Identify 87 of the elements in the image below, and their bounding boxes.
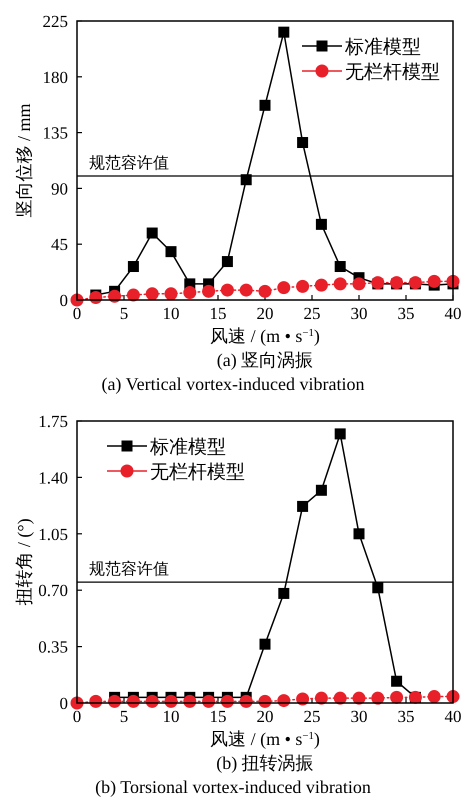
- point: [334, 428, 346, 440]
- x-tick-label: 25: [304, 304, 320, 323]
- legend-label: 标准模型: [149, 437, 226, 458]
- point: [297, 137, 308, 148]
- y-tick-label: 1.40: [38, 468, 68, 488]
- point: [428, 690, 441, 704]
- y-axis-title: 竖向位移 / mm: [14, 103, 34, 218]
- point: [146, 287, 159, 300]
- y-tick-label: 0.35: [38, 638, 68, 657]
- point: [240, 284, 253, 297]
- legend-label: 无栏杆模型: [345, 62, 440, 83]
- y-tick-label: 0: [60, 694, 68, 713]
- point: [260, 638, 270, 650]
- legend-label: 无栏杆模型: [150, 462, 245, 483]
- ref-line-label: 规范容许值: [89, 560, 169, 578]
- ref-line-label: 规范容许值: [89, 154, 169, 172]
- point: [260, 100, 270, 111]
- x-axis-title: 风速 / (m • s$^{−1}$): [210, 326, 320, 346]
- point: [316, 218, 327, 230]
- x-tick-label: 25: [304, 707, 320, 726]
- point: [316, 484, 327, 496]
- point: [277, 281, 290, 294]
- y-tick-label: 180: [42, 68, 68, 87]
- x-tick-label: 20: [256, 707, 274, 726]
- x-tick-label: 15: [210, 304, 226, 323]
- x-tick-label: 40: [444, 304, 462, 323]
- point: [258, 284, 272, 298]
- point: [372, 582, 384, 594]
- text: (a) Vertical vortex-induced vibration: [101, 374, 365, 394]
- point: [278, 26, 290, 38]
- point: [278, 588, 290, 599]
- point: [222, 256, 233, 268]
- text: (a) 竖向涡振: [216, 350, 314, 370]
- x-tick-label: 5: [120, 707, 128, 726]
- point: [202, 284, 216, 298]
- y-tick-label: 225: [42, 12, 68, 31]
- y-tick-label: 45: [51, 235, 68, 254]
- x-tick-label: 15: [210, 707, 226, 726]
- point: [352, 277, 366, 290]
- y-tick-label: 1.75: [38, 412, 68, 431]
- point: [314, 278, 328, 292]
- x-tick-label: 0: [72, 707, 82, 726]
- point: [164, 694, 178, 708]
- point: [446, 690, 460, 704]
- y-tick-label: 1.05: [38, 524, 68, 544]
- point: [183, 286, 196, 300]
- point: [220, 284, 234, 297]
- point: [352, 692, 366, 705]
- x-tick-label: 20: [256, 304, 274, 323]
- x-tick-label: 30: [350, 707, 368, 726]
- point: [334, 277, 347, 290]
- y-tick-label: 90: [51, 179, 68, 198]
- legend-label: 标准模型: [344, 37, 421, 58]
- x-tick-label: 40: [444, 707, 462, 726]
- point: [146, 228, 158, 239]
- point: [126, 288, 140, 302]
- point: [128, 261, 139, 272]
- point: [70, 696, 84, 710]
- point: [297, 500, 308, 512]
- point: [391, 676, 402, 687]
- point: [390, 690, 404, 704]
- point: [314, 692, 328, 705]
- point: [354, 528, 364, 540]
- point: [428, 274, 441, 288]
- point: [371, 692, 384, 705]
- x-tick-label: 10: [162, 304, 180, 323]
- text: (b) 扭转涡振: [216, 753, 314, 773]
- x-tick-label: 10: [162, 707, 180, 726]
- x-tick-label: 5: [120, 304, 128, 323]
- y-tick-label: 0: [60, 291, 68, 310]
- y-tick-label: 135: [42, 124, 68, 143]
- point: [164, 287, 178, 300]
- x-tick-label: 0: [72, 304, 82, 323]
- point: [166, 246, 176, 258]
- x-tick-label: 35: [398, 707, 414, 726]
- y-tick-label: 0.70: [38, 581, 68, 600]
- point: [296, 280, 310, 293]
- text: (b) Torsional vortex-induced vibration: [95, 777, 371, 797]
- point: [334, 692, 347, 705]
- point: [258, 694, 272, 708]
- x-axis-title: 风速 / (m • s$^{−1}$): [210, 729, 320, 749]
- y-axis-title: 扭转角 / (°): [14, 518, 34, 606]
- point: [240, 174, 252, 186]
- point: [70, 294, 84, 306]
- x-tick-label: 35: [398, 304, 414, 323]
- point: [334, 261, 346, 272]
- x-tick-label: 30: [350, 304, 368, 323]
